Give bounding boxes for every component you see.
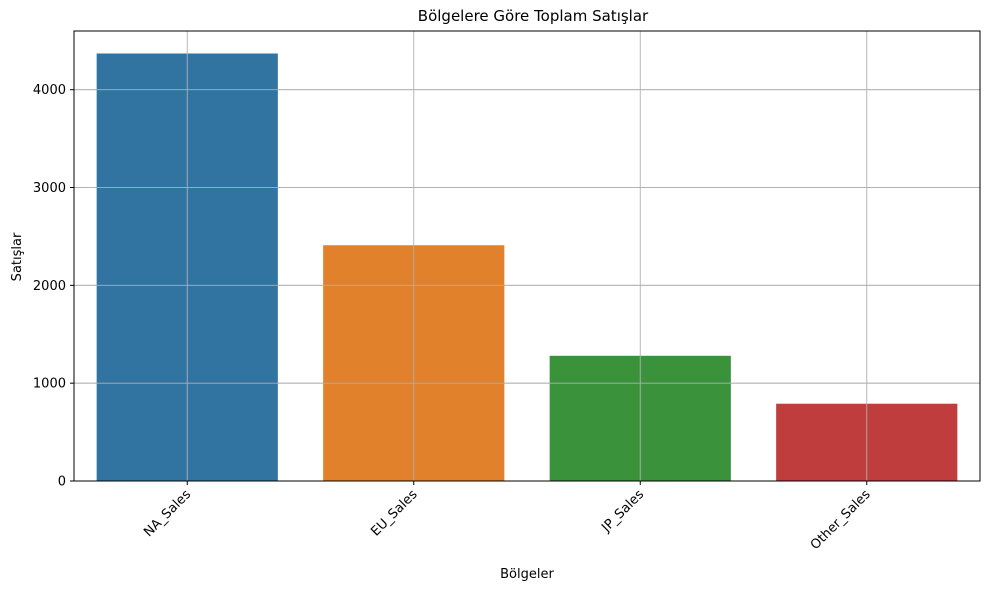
y-tick-label: 1000 [33, 377, 66, 392]
bars [96, 53, 958, 481]
plot-frame [73, 30, 981, 482]
y-tick-label: 0 [58, 475, 66, 490]
y-axis-ticks: 0 1000 2000 3000 4000 [33, 83, 74, 490]
chart-title: Bölgelere Göre Toplam Satışlar [418, 7, 649, 25]
y-tick-label: 2000 [33, 279, 66, 294]
x-tick-label: NA_Sales [141, 487, 194, 540]
y-axis-label: Satışlar [10, 232, 25, 281]
x-tick-label: EU_Sales [368, 487, 420, 539]
y-tick-label: 4000 [33, 83, 66, 98]
x-tick-label: Other_Sales [808, 487, 874, 553]
x-axis-label: Bölgeler [500, 567, 554, 582]
x-axis-ticks: NA_Sales EU_Sales JP_Sales Other_Sales [141, 481, 874, 553]
y-tick-label: 3000 [33, 181, 66, 196]
x-tick-label: JP_Sales [598, 487, 647, 536]
